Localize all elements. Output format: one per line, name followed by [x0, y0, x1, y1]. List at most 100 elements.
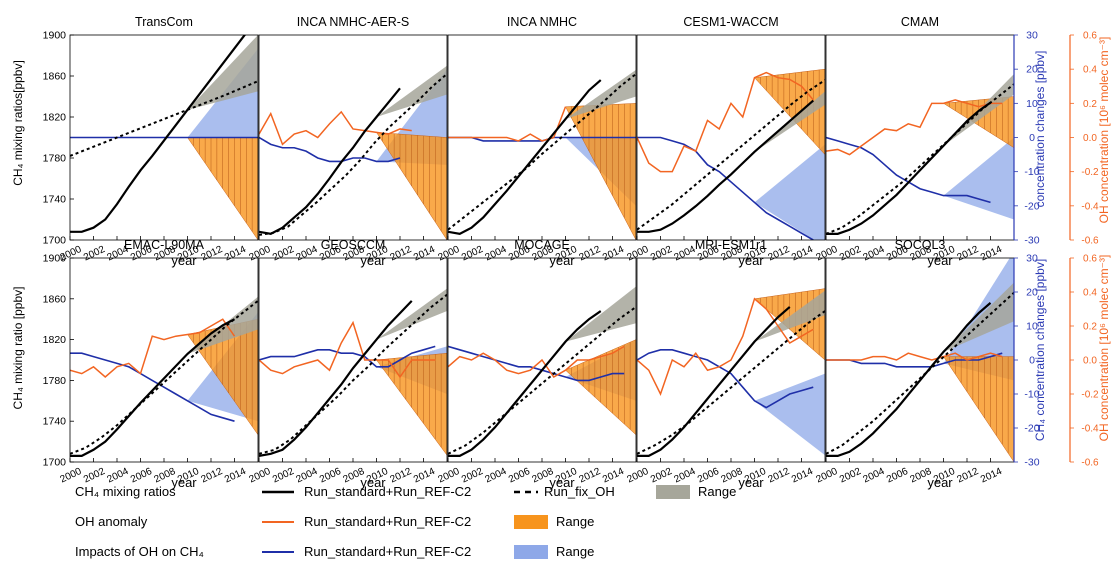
left-axis-label-top: CH₄ mixing ratios[ppbv]: [11, 60, 25, 186]
ch4-series-line: [448, 79, 602, 235]
blue-series-line: [259, 345, 436, 368]
x-tick-label: 2000: [626, 244, 651, 264]
legend-entry-label: Range: [556, 514, 594, 529]
y-blue-tick-label: 0: [1029, 355, 1035, 367]
x-tick-label: 2002: [460, 244, 485, 264]
blue-axis-label-top: concentration changes [ppbv]: [1033, 51, 1047, 208]
y-left-tick-label: 1740: [43, 416, 67, 428]
x-tick-label: 2014: [412, 244, 437, 264]
legend-group-label: CH₄ mixing ratios: [75, 484, 176, 499]
orange-series-line: [637, 71, 814, 173]
legend-entry: Range: [656, 484, 736, 499]
y-blue-tick-label: -20: [1024, 423, 1039, 435]
y-orange-tick-label: 0.4: [1083, 65, 1097, 76]
legend-group-label: OH anomaly: [75, 514, 148, 529]
y-orange-tick-label: -0.6: [1081, 236, 1099, 247]
panel-4: CMAM20002002200420062008201020122014year…: [815, 15, 1100, 268]
y-left-tick-label: 1780: [43, 153, 67, 165]
legend-entry: Run_fix_OH: [514, 484, 615, 499]
orange-series-line: [70, 318, 236, 378]
x-tick-label: 2002: [649, 244, 674, 264]
x-tick-label: 2014: [979, 244, 1004, 264]
y-orange-tick-label: 0.6: [1083, 31, 1097, 42]
y-orange-tick-label: 0.0: [1083, 133, 1097, 144]
panel-plot-area: [637, 288, 825, 457]
panel-3: CESM1-WACCM20002002200420062008201020122…: [626, 15, 826, 268]
y-left-tick-label: 1860: [43, 293, 67, 305]
x-tick-label: 2002: [271, 466, 296, 486]
x-tick-label: 2000: [437, 244, 462, 264]
x-tick-label: 2004: [673, 466, 698, 486]
y-orange-tick-label: -0.2: [1081, 390, 1099, 401]
x-tick-label: 2000: [437, 466, 462, 486]
legend-swatch: [656, 485, 690, 499]
x-tick-label: 2000: [59, 466, 84, 486]
x-tick-label: 2002: [838, 244, 863, 264]
x-tick-label: 2004: [484, 466, 509, 486]
x-tick-label: 2012: [767, 244, 792, 264]
ch4-series-line: [448, 310, 602, 457]
panel-2: INCA NMHC2000200220042006200820102012201…: [437, 15, 637, 268]
panel-plot-area: [70, 296, 258, 457]
legend-entry: Range: [514, 544, 594, 559]
panel-5: EMAC-L90MA200020022004200620082010201220…: [43, 238, 259, 490]
x-tick-label: 2000: [248, 244, 273, 264]
y-blue-tick-label: -10: [1024, 166, 1039, 178]
legend: CH₄ mixing ratios Run_standard+Run_REF-C2…: [75, 484, 736, 559]
orange-axis-label-bottom: OH concentration [10⁶ molec cm⁻³]: [1097, 255, 1111, 442]
legend-swatch: [514, 515, 548, 529]
panel-plot-area: [826, 258, 1014, 462]
x-axis-label: year: [738, 475, 764, 490]
ch4-series-line: [259, 87, 401, 235]
x-tick-label: 2014: [790, 244, 815, 264]
orange-axis-label-top: OH concentration [10⁶ molec cm⁻³]: [1097, 37, 1111, 224]
x-tick-label: 2002: [82, 466, 107, 486]
left-axis-label-bottom: CH₄ mixing ratio [ppbv]: [11, 287, 25, 410]
x-tick-label: 2002: [838, 466, 863, 486]
orange-series-line: [448, 345, 625, 378]
panel-title: SOCOL3: [895, 238, 946, 252]
legend-entry: Run_standard+Run_REF-C2: [262, 484, 471, 499]
y-blue-tick-label: 30: [1026, 30, 1038, 42]
x-tick-label: 2006: [696, 466, 721, 486]
y-blue-tick-label: -10: [1024, 389, 1039, 401]
grey-range-wedge: [565, 286, 636, 342]
x-tick-label: 2000: [248, 466, 273, 486]
ch4-series-line: [826, 101, 992, 235]
y-blue-tick-label: 10: [1026, 98, 1038, 110]
y-orange-tick-label: -0.2: [1081, 167, 1099, 178]
x-tick-label: 2000: [815, 466, 840, 486]
y-blue-tick-label: 10: [1026, 321, 1038, 333]
legend-entry-label: Range: [556, 544, 594, 559]
panel-title: EMAC-L90MA: [124, 238, 205, 252]
y-orange-tick-label: -0.4: [1081, 201, 1099, 212]
blue-series-line: [259, 136, 401, 163]
x-tick-label: 2012: [389, 244, 414, 264]
panel-9: SOCOL320002002200420062008201020122014ye…: [815, 238, 1100, 490]
x-axis-label: year: [171, 475, 197, 490]
y-orange-tick-label: 0.2: [1083, 322, 1097, 333]
x-axis-label: year: [738, 253, 764, 268]
x-tick-label: 2014: [979, 466, 1004, 486]
orange-series-line: [637, 297, 814, 396]
fix-oh-dashed-line: [637, 310, 825, 455]
y-orange-tick-label: 0.6: [1083, 254, 1097, 265]
ch4-series-line: [637, 306, 791, 457]
legend-entry-label: Run_fix_OH: [544, 484, 615, 499]
legend-entry-label: Range: [698, 484, 736, 499]
panels-group: TransCom20002002200420062008201020122014…: [43, 15, 1099, 490]
y-left-tick-label: 1900: [43, 30, 67, 42]
blue-series-line: [637, 348, 814, 409]
y-blue-tick-label: -30: [1024, 457, 1039, 469]
x-tick-label: 2006: [129, 466, 154, 486]
fix-oh-dashed-line: [259, 293, 447, 455]
x-tick-label: 2006: [507, 466, 532, 486]
x-tick-label: 2004: [862, 466, 887, 486]
y-orange-tick-label: 0.2: [1083, 99, 1097, 110]
legend-swatch: [514, 545, 548, 559]
y-left-tick-label: 1740: [43, 194, 67, 206]
y-blue-tick-label: -20: [1024, 200, 1039, 212]
x-tick-label: 2012: [578, 466, 603, 486]
y-left-tick-label: 1820: [43, 334, 67, 346]
x-tick-label: 2004: [295, 244, 320, 264]
